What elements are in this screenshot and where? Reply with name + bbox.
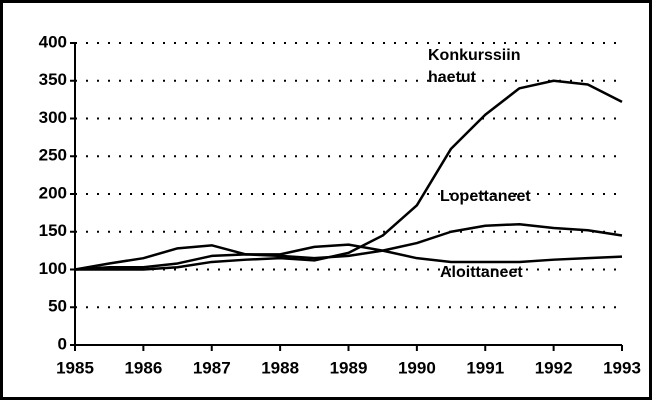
series-label: Konkurssiin haetut	[428, 47, 521, 86]
x-tick-label: 1992	[535, 358, 573, 377]
x-tick-label: 1989	[330, 358, 368, 377]
line	[75, 79, 623, 271]
x-tick-label: 1986	[124, 358, 162, 377]
x-tick-label: 1985	[56, 358, 94, 377]
y-tick-label: 150	[39, 221, 67, 240]
y-tick-label: 400	[39, 32, 67, 51]
y-tick-label: 350	[39, 70, 67, 89]
series-label: Lopettaneet	[440, 188, 531, 205]
x-tick-label: 1988	[261, 358, 299, 377]
y-tick-label: 200	[39, 183, 67, 202]
x-tick-label: 1990	[398, 358, 436, 377]
x-tick-label: 1991	[466, 358, 504, 377]
y-tick-label: 250	[39, 146, 67, 165]
y-tick-label: 300	[39, 108, 67, 127]
x-tick-label: 1993	[603, 358, 641, 377]
line	[74, 243, 623, 271]
line	[74, 222, 623, 271]
y-tick-label: 50	[48, 297, 67, 316]
x-tick-label: 1987	[193, 358, 231, 377]
series-label: Aloittaneet	[440, 264, 523, 281]
y-tick-label: 0	[58, 334, 67, 353]
y-tick-label: 100	[39, 259, 67, 278]
